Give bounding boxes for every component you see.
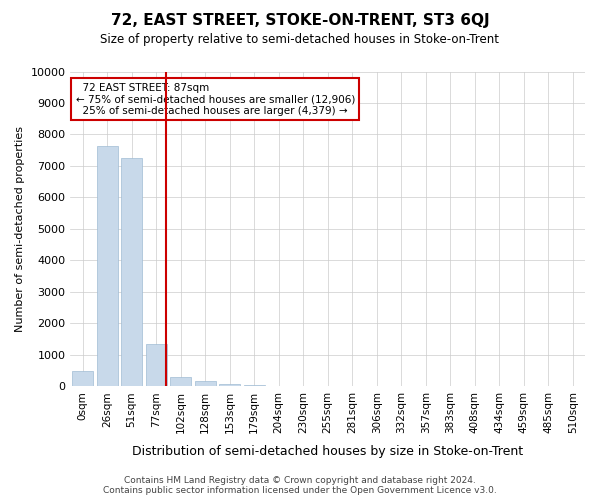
Text: Size of property relative to semi-detached houses in Stoke-on-Trent: Size of property relative to semi-detach… (101, 32, 499, 46)
Y-axis label: Number of semi-detached properties: Number of semi-detached properties (15, 126, 25, 332)
Text: Contains HM Land Registry data © Crown copyright and database right 2024.
Contai: Contains HM Land Registry data © Crown c… (103, 476, 497, 495)
Bar (97, 146, 118, 386)
Text: 72 EAST STREET: 87sqm
← 75% of semi-detached houses are smaller (12,906)
  25% o: 72 EAST STREET: 87sqm ← 75% of semi-deta… (76, 82, 355, 116)
Bar (121, 158, 142, 386)
Bar (219, 384, 240, 386)
Bar (72, 370, 93, 386)
Bar (195, 380, 215, 386)
X-axis label: Distribution of semi-detached houses by size in Stoke-on-Trent: Distribution of semi-detached houses by … (132, 444, 523, 458)
Bar (170, 377, 191, 386)
Bar (146, 344, 167, 387)
Text: 72, EAST STREET, STOKE-ON-TRENT, ST3 6QJ: 72, EAST STREET, STOKE-ON-TRENT, ST3 6QJ (110, 12, 490, 28)
